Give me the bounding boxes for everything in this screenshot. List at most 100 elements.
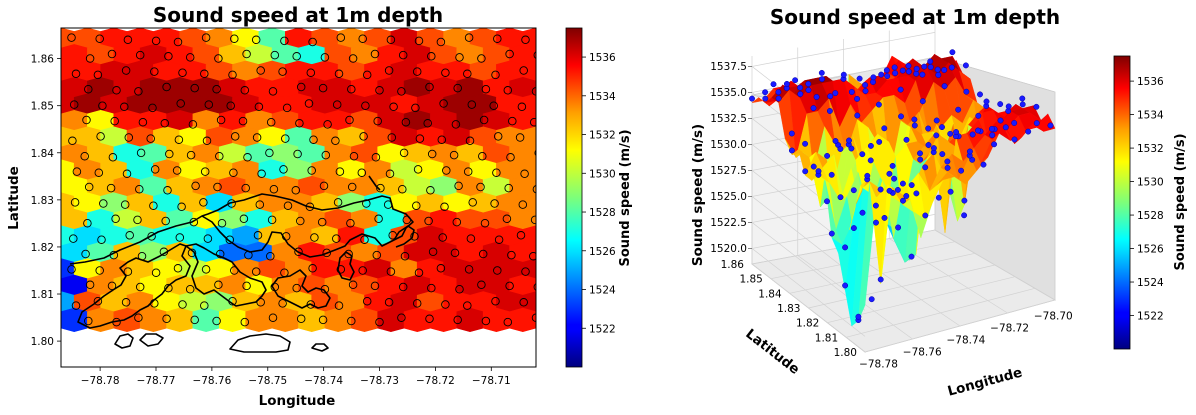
station-marker (95, 34, 104, 43)
station-marker (133, 215, 142, 225)
station-marker (466, 234, 476, 243)
station-marker (357, 168, 367, 177)
map-y-tick-label: 1.84 (31, 148, 55, 160)
station-marker (389, 102, 398, 112)
surface-station-marker (935, 194, 942, 201)
station-marker (69, 234, 78, 243)
surface-station-marker (919, 71, 926, 78)
station-marker (442, 166, 451, 175)
station-marker (191, 181, 200, 191)
surface-station-marker (911, 116, 918, 123)
map-colorbar-label: Sound speed (m/s) (618, 129, 633, 266)
station-marker (399, 148, 409, 158)
surface-station-marker (908, 182, 915, 189)
station-marker (359, 132, 368, 141)
station-marker (281, 134, 290, 143)
station-marker (107, 281, 117, 291)
map-y-tick-label: 1.86 (31, 54, 55, 66)
surface-station-marker (900, 197, 906, 204)
station-marker (149, 201, 158, 210)
station-marker (410, 232, 419, 241)
station-marker (160, 119, 170, 128)
station-marker (479, 115, 489, 125)
surface-station-marker (840, 71, 847, 78)
surface-station-marker (1011, 120, 1018, 126)
station-marker (426, 186, 435, 195)
surface-station-marker (898, 113, 904, 120)
surface-station-marker (867, 142, 874, 149)
map-y-label: Latitude (6, 166, 22, 230)
station-marker (200, 301, 209, 310)
map-x-tick-label: −78.72 (416, 375, 455, 387)
station-marker (449, 150, 459, 160)
surface-station-marker (810, 105, 817, 112)
surface-station-marker (805, 87, 812, 94)
surface-mesh (751, 53, 1056, 327)
station-marker (412, 299, 422, 308)
surface-station-marker (930, 145, 937, 152)
surface-station-marker (903, 136, 910, 143)
station-marker (427, 149, 437, 159)
surface-station-marker (911, 122, 918, 129)
station-marker (436, 37, 446, 47)
station-marker (321, 150, 331, 160)
station-marker (256, 298, 265, 307)
map-y-tick-label: 1.85 (31, 101, 54, 113)
station-marker (493, 132, 503, 141)
surface-station-marker (826, 108, 833, 114)
station-marker (532, 185, 536, 194)
surface-station-marker (783, 80, 790, 87)
station-marker (252, 133, 262, 142)
station-marker (318, 315, 328, 325)
station-marker (255, 200, 265, 209)
station-marker (296, 216, 305, 226)
surface-station-marker (832, 138, 839, 144)
colorbar-tick-label: 1524 (1137, 277, 1164, 289)
map-cell (535, 278, 536, 296)
map-panel: Sound speed at 1m depth −78.78 −78.77 −78.… (6, 3, 633, 409)
map-x-tick-label: −78.73 (360, 375, 399, 387)
z-tick-label: 1522.5 (710, 217, 747, 229)
latitude-tick-label: 1.84 (758, 288, 782, 300)
station-marker (93, 296, 103, 306)
station-marker (266, 251, 275, 261)
surface-station-marker (997, 101, 1004, 108)
station-marker (96, 132, 105, 141)
surface-station-marker (856, 75, 863, 82)
station-marker (427, 52, 436, 61)
z-tick-label: 1535.0 (710, 87, 747, 99)
surface-station-marker (941, 67, 948, 73)
map-x-tick-label: −78.77 (137, 375, 176, 387)
surface-station-marker (949, 49, 956, 56)
station-marker (480, 218, 490, 228)
station-marker (212, 84, 221, 94)
station-marker (296, 314, 306, 324)
station-marker (85, 280, 95, 290)
surface-station-marker (881, 125, 888, 132)
station-marker (242, 281, 251, 291)
station-marker (428, 247, 438, 257)
station-marker (123, 35, 133, 45)
station-marker (238, 116, 248, 126)
station-marker (534, 149, 536, 157)
station-marker (68, 136, 77, 146)
station-marker (98, 101, 107, 110)
surface-station-marker (963, 88, 970, 95)
surface-station-marker (988, 125, 995, 132)
station-marker (348, 280, 358, 290)
surface-station-marker (913, 190, 920, 197)
station-marker (518, 200, 528, 209)
station-marker (148, 103, 157, 113)
station-marker (318, 83, 328, 93)
map-cell (535, 245, 536, 263)
map-x-label: Longitude (259, 393, 336, 409)
station-marker (463, 301, 472, 310)
station-marker (202, 136, 212, 146)
station-marker (278, 299, 287, 308)
latitude-axis-label: Latitude (742, 326, 802, 378)
surface-station-marker (1011, 136, 1018, 143)
station-marker (453, 315, 462, 325)
surface-station-marker (859, 209, 866, 216)
station-marker (517, 102, 527, 112)
station-marker (71, 69, 81, 79)
